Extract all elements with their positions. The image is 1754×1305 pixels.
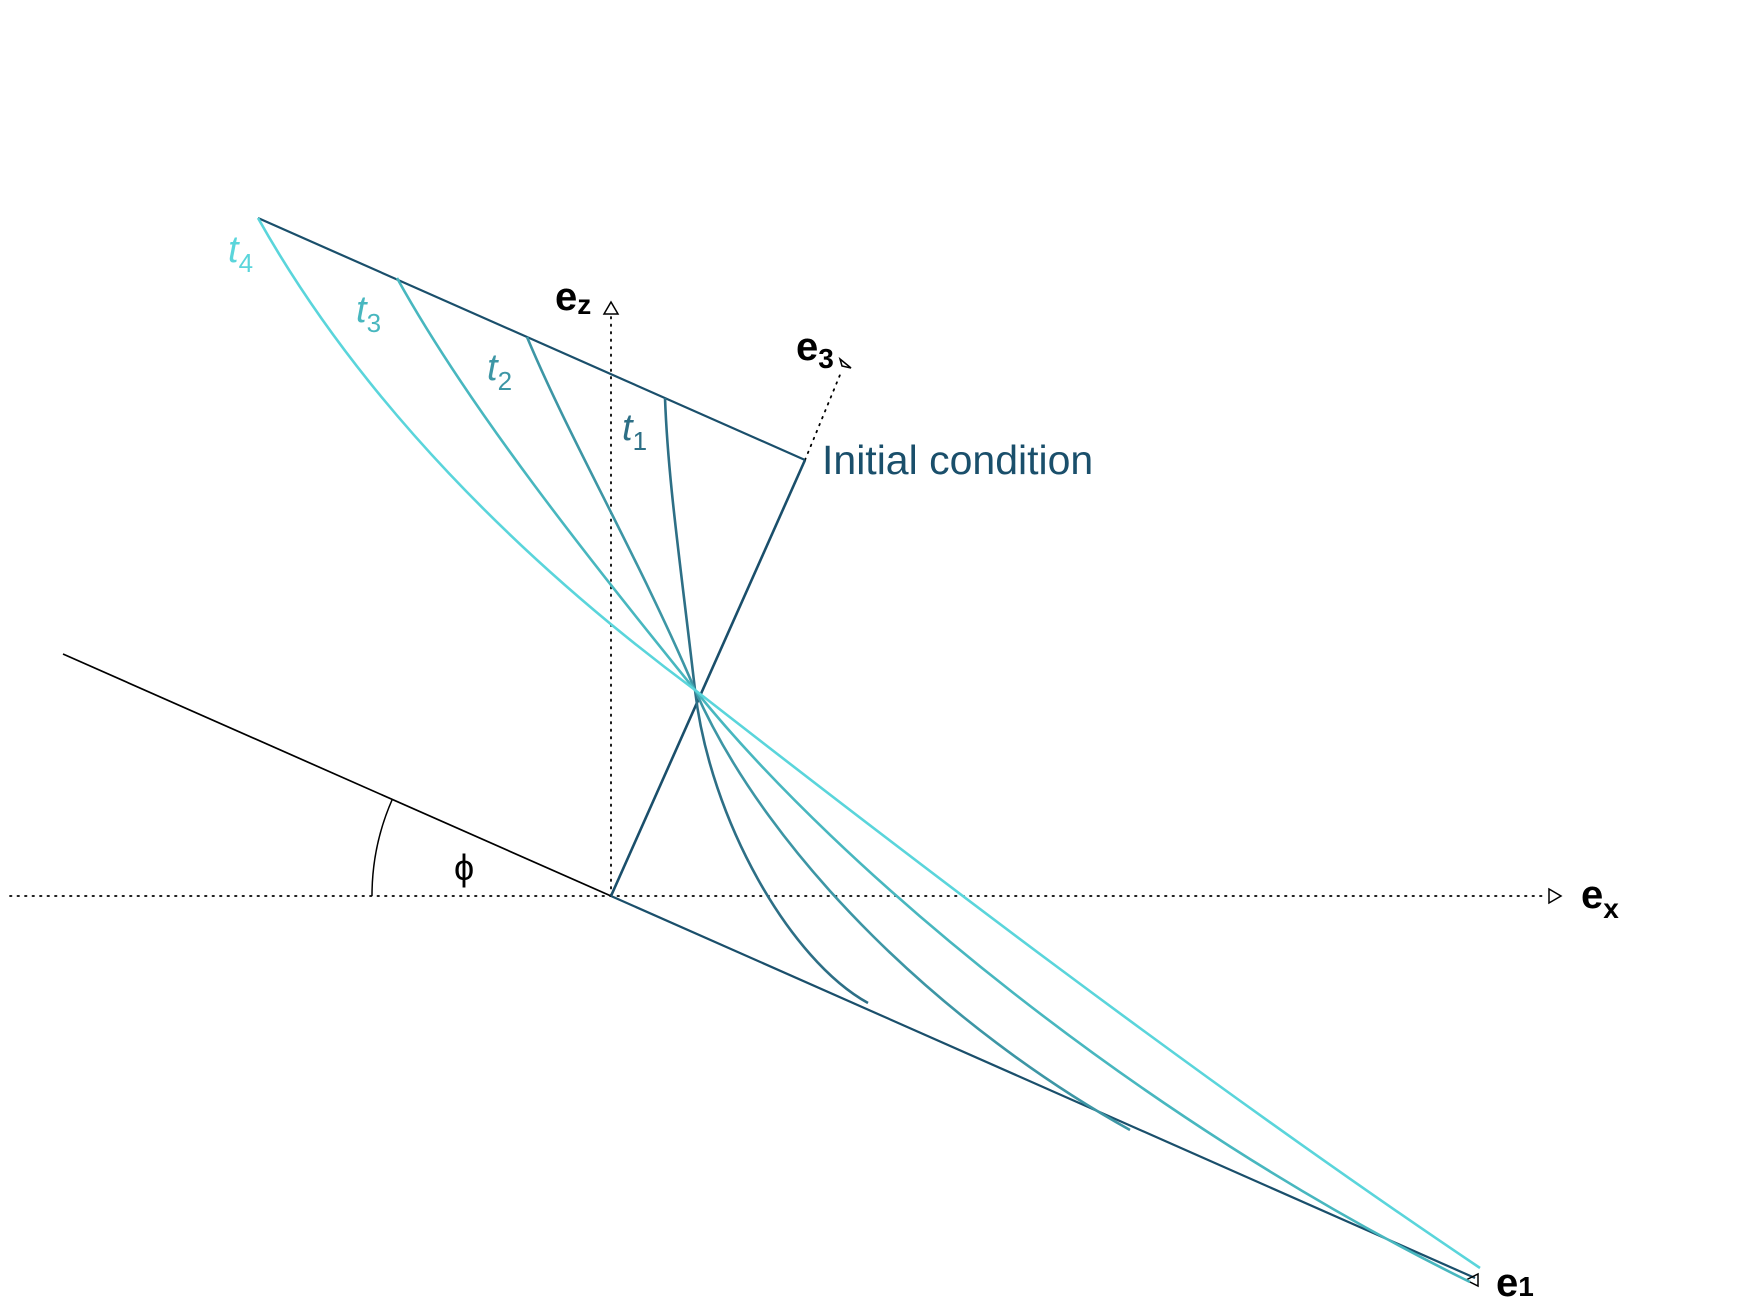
ez-label: ez [555, 275, 591, 320]
top-boundary-line [257, 216, 806, 462]
e1-arrow-icon [1464, 1272, 1479, 1288]
curve-t3 [395, 277, 1471, 1284]
curve-t1 [663, 397, 869, 1005]
t1-label: t1 [622, 407, 647, 456]
e1-base-line-lower [610, 894, 1476, 1280]
ex-label: ex [1581, 873, 1619, 924]
e3-arrow-icon [838, 356, 852, 369]
ex-arrow-icon [1548, 887, 1563, 905]
initial-condition-line [609, 459, 807, 897]
curves-group [256, 217, 1481, 1284]
initial-condition-label: Initial condition [822, 437, 1093, 483]
e3-label: e3 [796, 325, 834, 374]
phi-angle-arc [371, 799, 393, 897]
t2-label: t2 [487, 347, 512, 396]
t3-label: t3 [356, 289, 381, 338]
t4-label: t4 [228, 229, 253, 278]
e1-base-line-upper [62, 653, 612, 897]
curve-t4 [256, 217, 1481, 1270]
e1-label: e1 [1496, 1261, 1534, 1300]
curve-t2 [525, 336, 1131, 1132]
ez-arrow-icon [602, 300, 620, 315]
phi-label: ϕ [454, 847, 474, 888]
e3-axis-line [804, 369, 843, 461]
